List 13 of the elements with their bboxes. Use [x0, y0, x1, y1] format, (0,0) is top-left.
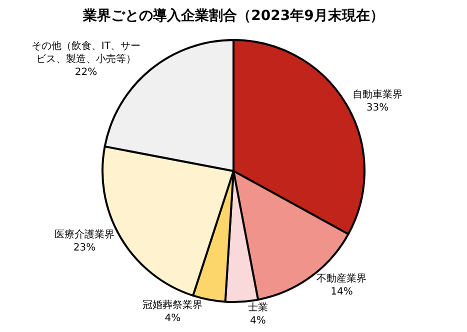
data-label: 23% — [73, 242, 96, 254]
data-label: 4% — [250, 316, 266, 327]
slice-label: 士業 — [248, 302, 268, 314]
data-label: 33% — [366, 102, 389, 114]
slice-label: 自動車業界 — [352, 88, 403, 101]
data-label: 14% — [330, 286, 353, 298]
slice-label: その他（飲食、IT、サービス、製造、小売等） — [31, 40, 140, 65]
slice-label: 冠婚葬祭業界 — [142, 299, 203, 312]
data-label: 4% — [164, 313, 181, 324]
chart-title: 業界ごとの導入企業割合（2023年9月末現在） — [82, 6, 384, 24]
data-label: 22% — [74, 66, 98, 78]
slice-label: 医療介護業界 — [54, 228, 114, 240]
slice-label: 不動産業界 — [316, 272, 367, 285]
